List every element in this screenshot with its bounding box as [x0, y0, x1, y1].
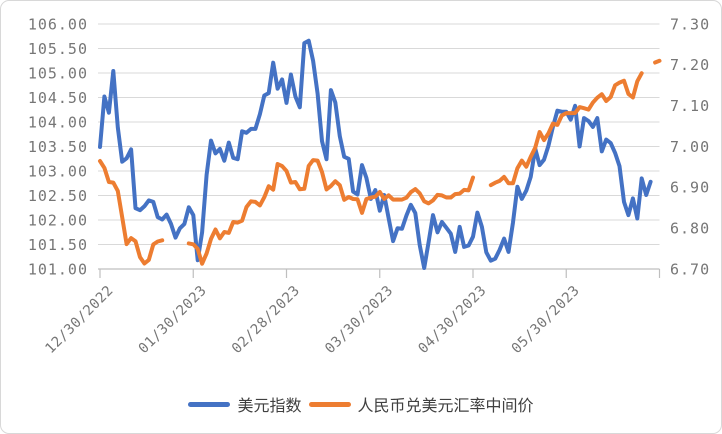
left-axis-tick-label: 101.50	[28, 236, 88, 254]
left-axis-tick-label: 105.00	[28, 64, 88, 82]
left-axis-tick-label: 104.50	[28, 89, 88, 107]
x-axis-labels: 12/30/2022 01/30/2023 02/28/2023 03/30/2023…	[42, 283, 583, 357]
right-axis-tick-label: 6.70	[670, 260, 710, 278]
gridlines	[98, 23, 660, 270]
right-y-axis-labels: 7.30 7.20 7.10 7.00 6.90 6.80 6.70	[670, 15, 710, 278]
series-line-usd-index	[98, 38, 653, 270]
right-axis-tick-label: 6.90	[670, 179, 710, 197]
right-axis-tick-label: 7.10	[670, 97, 710, 115]
right-axis-tick-label: 7.20	[670, 56, 710, 74]
orange-line-swatch-icon	[308, 401, 351, 407]
left-axis-tick-label: 104.00	[28, 113, 88, 131]
x-axis-date-label: 04/30/2023	[415, 283, 489, 357]
x-axis	[98, 268, 661, 278]
x-axis-date-label: 03/30/2023	[322, 283, 396, 357]
data-series-lines	[98, 38, 662, 270]
chart-legend: 美元指数 人民币兑美元汇率中间价	[1, 392, 721, 416]
legend-item-cny-central-parity: 人民币兑美元汇率中间价	[308, 392, 534, 416]
right-axis-tick-label: 6.80	[670, 219, 710, 237]
left-y-axis-labels: 106.00 105.50 105.00 104.50 104.00 103.50 103.…	[28, 15, 88, 278]
right-axis-tick-label: 7.00	[670, 138, 710, 156]
left-axis-tick-label: 103.50	[28, 138, 88, 156]
left-axis-tick-label: 102.50	[28, 187, 88, 205]
legend-label-cny-central-parity: 人民币兑美元汇率中间价	[357, 396, 534, 415]
left-axis-tick-label: 105.50	[28, 40, 88, 58]
x-axis-date-label: 05/30/2023	[509, 283, 583, 357]
right-axis-tick-label: 7.30	[670, 15, 710, 33]
x-axis-date-label: 12/30/2022	[42, 283, 116, 357]
left-axis-tick-label: 102.00	[28, 211, 88, 229]
left-axis-tick-label: 103.00	[28, 162, 88, 180]
legend-label-usd-index: 美元指数	[237, 396, 302, 415]
x-axis-date-label: 01/30/2023	[136, 283, 210, 357]
left-axis-tick-label: 106.00	[28, 15, 88, 33]
blue-line-swatch-icon	[188, 401, 231, 407]
left-axis-tick-label: 101.00	[28, 260, 88, 278]
x-axis-date-label: 02/28/2023	[229, 283, 303, 357]
series-line-cny-central-parity	[98, 58, 662, 266]
legend-item-usd-index: 美元指数	[188, 392, 302, 416]
